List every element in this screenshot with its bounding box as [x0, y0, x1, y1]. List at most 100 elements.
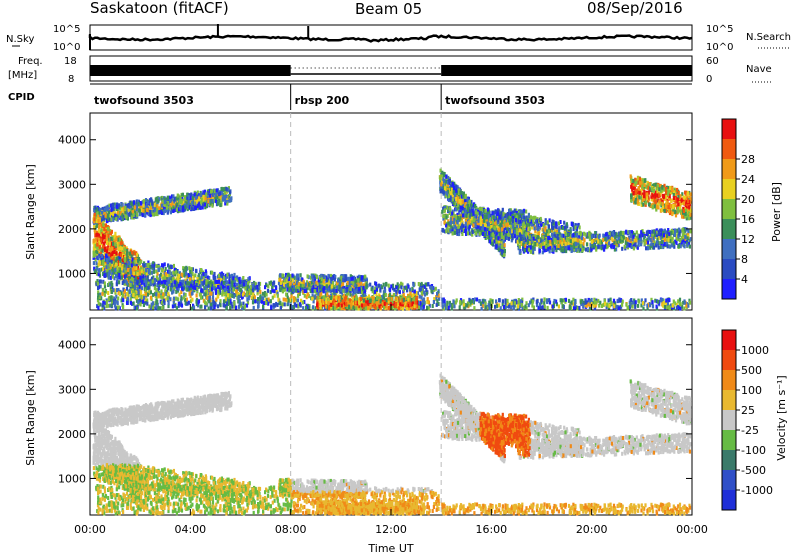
power-cell — [176, 306, 178, 310]
power-cell — [115, 295, 117, 299]
power-cell — [111, 290, 113, 294]
power-cell — [239, 288, 241, 292]
power-cell — [388, 297, 390, 301]
power-cell — [170, 288, 172, 292]
power-cell — [247, 285, 249, 289]
power-cell — [342, 300, 344, 304]
power-cell — [117, 297, 119, 301]
power-cell — [261, 300, 263, 304]
power-cell — [339, 285, 341, 289]
power-cell — [347, 301, 349, 305]
nave-tick-top: 60 — [706, 56, 719, 67]
power-cell — [407, 298, 409, 302]
power-cell — [321, 277, 323, 281]
power-cell — [224, 288, 226, 292]
power-cell — [150, 290, 152, 294]
power-cell — [135, 266, 137, 270]
power-cell — [191, 201, 193, 205]
cpid-segment-label: twofsound 3503 — [445, 94, 545, 107]
power-cell — [422, 299, 424, 303]
power-cell — [186, 288, 188, 292]
power-cell — [110, 237, 112, 241]
power-cell — [409, 292, 411, 296]
power-cell — [121, 203, 123, 207]
power-cell — [255, 286, 257, 290]
power-cell — [215, 288, 217, 292]
power-cell — [296, 276, 298, 280]
power-cell — [146, 302, 148, 306]
power-cell — [102, 223, 104, 227]
power-cell — [380, 300, 382, 304]
power-cell — [402, 307, 404, 311]
power-cell — [107, 217, 109, 221]
power-cell — [307, 274, 309, 278]
cpid-segment-label: twofsound 3503 — [94, 94, 194, 107]
power-cell — [145, 198, 147, 202]
power-cell — [198, 203, 200, 207]
power-cell — [111, 304, 113, 308]
power-cell — [115, 274, 117, 278]
power-cell — [115, 252, 117, 256]
power-cell — [172, 209, 174, 213]
power-cell — [158, 281, 160, 285]
power-cell — [263, 301, 265, 305]
power-cell — [140, 290, 142, 294]
power-cell — [291, 274, 293, 278]
power-cell — [386, 298, 388, 302]
power-cell — [100, 280, 102, 284]
power-cell — [384, 289, 386, 293]
power-cell — [436, 299, 438, 303]
power-cell — [188, 195, 190, 199]
power-cell — [230, 196, 232, 200]
power-cell — [167, 292, 169, 296]
power-cell — [217, 304, 219, 308]
power-cell — [96, 243, 98, 247]
power-cell — [322, 299, 324, 303]
power-cell — [115, 263, 117, 267]
power-cell — [154, 203, 156, 207]
power-cell — [107, 227, 109, 231]
power-cell — [411, 287, 413, 291]
power-cell — [254, 295, 256, 299]
power-cell — [375, 282, 377, 286]
power-cell — [223, 304, 225, 308]
power-cell — [97, 282, 99, 286]
power-cell — [161, 281, 163, 285]
nsky-tick-bottom: 10^0 — [53, 42, 80, 53]
power-cell — [154, 279, 156, 283]
power-cell — [191, 292, 193, 296]
power-cell — [302, 301, 304, 305]
power-cell — [124, 289, 126, 293]
power-cell — [211, 271, 213, 275]
power-cell — [273, 281, 275, 285]
power-cell — [232, 276, 234, 280]
power-cell — [266, 293, 268, 297]
power-cell — [427, 297, 429, 301]
power-cell — [225, 307, 227, 311]
power-cell — [275, 286, 277, 290]
power-cell — [161, 204, 163, 208]
nsky-tick-top: 10^5 — [53, 24, 80, 35]
power-cell — [328, 306, 330, 310]
power-cell — [177, 278, 179, 282]
power-cell — [158, 286, 160, 290]
power-cell — [323, 286, 325, 290]
cpid-label: CPID — [8, 92, 35, 103]
power-cell — [302, 306, 304, 310]
power-cell — [280, 288, 282, 292]
power-cell — [105, 214, 107, 218]
power-cell — [279, 278, 281, 282]
power-cell — [152, 301, 154, 305]
power-cell — [378, 284, 380, 288]
power-cell — [110, 218, 112, 222]
power-cell — [196, 294, 198, 298]
power-cell — [131, 258, 133, 262]
power-cell — [137, 259, 139, 263]
power-cell — [345, 274, 347, 278]
power-cell — [107, 291, 109, 295]
power-cell — [115, 237, 117, 241]
power-cell — [145, 292, 147, 296]
power-cell — [154, 207, 156, 211]
power-cell — [180, 206, 182, 210]
power-cell — [97, 233, 99, 237]
